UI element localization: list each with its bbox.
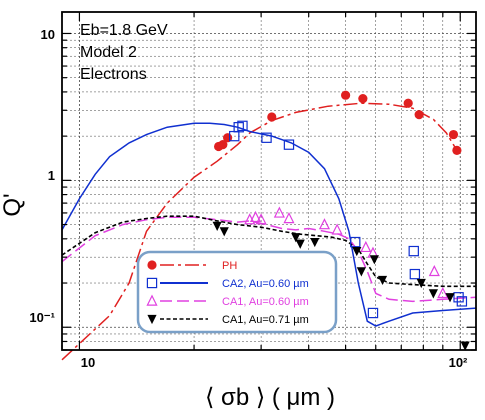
data-point-series-4 xyxy=(416,278,426,289)
data-point-series-1 xyxy=(452,145,462,155)
data-point-series-1 xyxy=(341,90,351,100)
data-point-series-4 xyxy=(377,275,388,286)
data-point-series-3 xyxy=(249,210,262,223)
series-markers xyxy=(212,90,470,351)
legend-marker-1 xyxy=(147,260,157,270)
data-point-series-1 xyxy=(403,98,413,108)
data-point-series-3 xyxy=(437,286,449,299)
x-axis-label: ⟨ σb ⟩ ( μm ) xyxy=(205,384,335,411)
data-point-series-3 xyxy=(331,223,343,235)
data-point-series-4 xyxy=(291,233,301,243)
data-point-series-4 xyxy=(352,246,362,257)
legend-label-4: CA1, Au=0.71 µm xyxy=(222,314,309,326)
y-tick-label-0.1: 10⁻¹ xyxy=(29,310,55,325)
data-point-series-3 xyxy=(360,240,372,253)
data-point-series-3 xyxy=(283,212,295,224)
series-line-3 xyxy=(61,216,477,303)
data-point-series-4 xyxy=(356,267,366,277)
data-point-series-2 xyxy=(237,120,248,132)
tick-labels: 10 1 10⁻¹ 10 10² xyxy=(29,27,468,370)
data-point-series-2 xyxy=(409,268,421,280)
data-point-series-1 xyxy=(358,94,368,104)
legend-label-1: PH xyxy=(222,260,237,272)
data-point-series-2 xyxy=(350,236,361,248)
series-line-2 xyxy=(61,122,477,327)
annotation-beam-energy: Eb=1.8 GeV xyxy=(80,22,168,39)
y-tick-label-1: 1 xyxy=(48,168,55,183)
legend: PH CA2, Au=0.60 µm CA1, Au=0.60 µm CA1, Au=… xyxy=(136,250,338,334)
data-point-series-3 xyxy=(318,218,331,230)
data-point-series-3 xyxy=(255,213,267,225)
data-point-series-2 xyxy=(367,307,379,319)
data-point-series-2 xyxy=(283,139,295,150)
data-point-series-2 xyxy=(408,245,419,257)
data-point-series-1 xyxy=(218,140,228,150)
data-point-series-4 xyxy=(219,227,229,237)
data-point-series-4 xyxy=(445,293,455,303)
plot-border xyxy=(61,11,477,351)
data-point-series-4 xyxy=(212,221,222,231)
data-point-series-1 xyxy=(448,129,459,140)
data-point-series-2 xyxy=(456,296,468,307)
legend-label-3: CA1, Au=0.60 µm xyxy=(222,296,309,308)
annotation-model: Model 2 xyxy=(80,44,137,61)
data-point-series-3 xyxy=(244,213,256,225)
data-point-series-4 xyxy=(428,289,438,299)
x-tick-label-100: 10² xyxy=(449,355,468,370)
legend-box xyxy=(136,250,338,334)
data-point-series-4 xyxy=(295,239,305,249)
annotation-box: Eb=1.8 GeV Model 2 Electrons xyxy=(80,22,168,83)
data-point-series-4 xyxy=(460,341,470,351)
data-point-series-2 xyxy=(233,122,244,133)
legend-marker-3 xyxy=(146,294,158,306)
data-point-series-4 xyxy=(310,237,320,248)
data-point-series-3 xyxy=(428,264,440,277)
plot-frame xyxy=(61,11,477,351)
data-point-series-2 xyxy=(261,132,272,143)
data-point-series-4 xyxy=(369,255,379,265)
series-line-4 xyxy=(61,215,476,288)
x-tick-label-10: 10 xyxy=(81,355,95,370)
annotation-particles: Electrons xyxy=(80,66,147,83)
data-point-series-3 xyxy=(273,206,285,218)
y-tick-label-10: 10 xyxy=(41,27,55,42)
data-point-series-1 xyxy=(414,110,424,120)
legend-label-2: CA2, Au=0.60 µm xyxy=(222,278,309,290)
data-point-series-1 xyxy=(267,112,277,122)
legend-marker-2 xyxy=(146,277,158,289)
y-axis-label: Q' xyxy=(0,193,26,216)
axis-ticks xyxy=(61,12,476,351)
legend-marker-4 xyxy=(147,314,157,325)
